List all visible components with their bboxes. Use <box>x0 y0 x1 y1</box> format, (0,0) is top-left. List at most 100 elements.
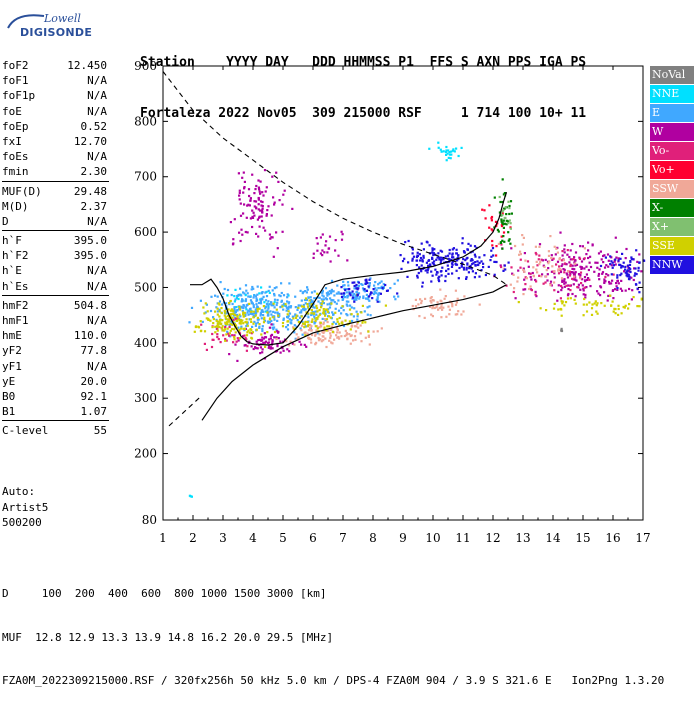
echo-point <box>267 307 270 310</box>
echo-point <box>275 171 278 174</box>
echo-point <box>610 260 613 263</box>
echo-point <box>304 325 307 328</box>
echo-point <box>244 294 247 297</box>
echo-point <box>311 310 314 314</box>
echo-point <box>379 292 382 295</box>
echo-point <box>603 281 606 284</box>
echo-point <box>279 340 282 343</box>
echo-point <box>616 274 619 277</box>
echo-point <box>487 265 490 268</box>
echo-point <box>469 264 472 267</box>
echo-point <box>255 340 258 343</box>
echo-point <box>374 287 377 290</box>
echo-point <box>284 303 287 306</box>
echo-point <box>270 301 273 304</box>
echo-point <box>632 278 635 282</box>
echo-point <box>356 315 359 318</box>
echo-point <box>501 239 504 242</box>
echo-point <box>427 259 430 262</box>
echo-point <box>633 267 636 270</box>
echo-point <box>610 304 613 307</box>
echo-point <box>503 192 506 195</box>
echo-cluster-ssw <box>497 234 586 296</box>
echo-point <box>248 318 251 321</box>
echo-point <box>382 286 385 289</box>
echo-point <box>193 330 196 333</box>
echo-point <box>445 145 448 149</box>
param-key: B1 <box>2 405 16 419</box>
echo-point <box>271 289 274 292</box>
echo-point <box>262 295 265 298</box>
echo-point <box>223 329 226 332</box>
echo-point <box>643 259 646 262</box>
echo-point <box>570 271 573 274</box>
echo-point <box>583 276 587 279</box>
echo-point <box>598 268 601 271</box>
echo-point <box>583 247 586 250</box>
echo-point <box>212 322 215 325</box>
echo-point <box>566 294 570 297</box>
echo-point <box>285 326 288 329</box>
echo-point <box>290 319 293 322</box>
echo-point <box>566 297 570 300</box>
echo-point <box>583 257 586 260</box>
echo-cluster-nne <box>428 141 463 162</box>
echo-point <box>239 287 242 290</box>
echo-point <box>472 262 475 265</box>
echo-point <box>299 304 302 307</box>
echo-point <box>349 304 352 307</box>
echo-point <box>419 259 422 262</box>
echo-point <box>294 295 297 298</box>
echo-point <box>502 193 505 196</box>
echo-point <box>569 249 572 252</box>
echo-point <box>375 289 378 292</box>
echo-point <box>461 242 464 245</box>
echo-point <box>235 297 238 300</box>
echo-point <box>442 306 445 309</box>
echo-point <box>325 329 328 332</box>
echo-point <box>540 258 543 261</box>
echo-point <box>470 258 473 261</box>
echo-point <box>596 312 599 315</box>
echo-point <box>563 304 566 307</box>
echo-point <box>573 261 576 264</box>
echo-point <box>419 268 423 271</box>
echo-point <box>261 191 264 194</box>
echo-point <box>603 304 606 307</box>
echo-point <box>432 262 435 265</box>
echo-point <box>418 266 421 269</box>
echo-point <box>331 311 334 314</box>
echo-point <box>585 303 588 306</box>
echo-point <box>243 327 246 331</box>
echo-point <box>235 309 239 312</box>
echo-point <box>508 238 511 241</box>
echo-point <box>336 328 339 331</box>
echo-point <box>272 328 275 331</box>
echo-point <box>225 311 229 314</box>
echo-point <box>624 265 627 268</box>
echo-point <box>385 289 389 292</box>
echo-point <box>313 290 316 293</box>
echo-point <box>600 258 603 261</box>
echo-point <box>499 241 503 244</box>
echo-point <box>335 292 338 295</box>
echo-point <box>589 285 592 288</box>
echo-point <box>270 236 273 239</box>
echo-point <box>545 275 548 278</box>
echo-point <box>214 294 217 297</box>
echo-point <box>314 334 317 337</box>
echo-point <box>212 316 215 319</box>
echo-point <box>422 254 425 257</box>
echo-point <box>337 309 341 312</box>
echo-cluster-w <box>228 323 308 362</box>
echo-point <box>340 230 343 233</box>
footer: D 100 200 400 600 800 1000 1500 3000 [km… <box>2 558 664 703</box>
echo-point <box>551 258 554 261</box>
echo-point <box>286 324 289 327</box>
x-tick-label: 9 <box>399 531 407 545</box>
echo-point <box>229 313 232 316</box>
echo-point <box>369 314 372 317</box>
echo-point <box>255 312 258 315</box>
echo-point <box>403 257 406 260</box>
echo-point <box>331 299 334 302</box>
